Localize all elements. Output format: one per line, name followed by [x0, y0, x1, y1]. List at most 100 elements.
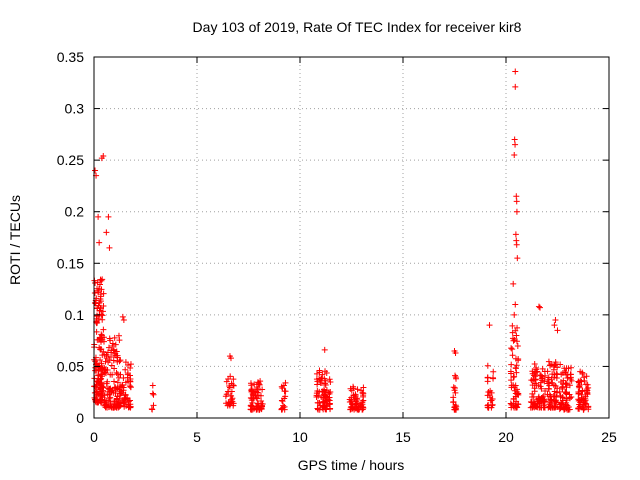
data-point: [119, 389, 126, 396]
data-point: [509, 322, 516, 329]
data-point: [557, 361, 564, 368]
data-point: [257, 392, 264, 399]
data-point: [452, 350, 459, 357]
data-point: [98, 331, 105, 338]
x-tick-label: 5: [193, 429, 201, 445]
y-tick-label: 0.25: [57, 152, 84, 168]
plot-frame: [93, 56, 610, 419]
data-point: [92, 167, 99, 174]
data-point: [127, 365, 134, 372]
data-point: [563, 402, 570, 409]
data-point: [116, 358, 123, 365]
data-point: [97, 384, 104, 391]
data-point: [251, 405, 258, 412]
data-point: [508, 370, 515, 377]
data-point: [326, 390, 333, 397]
data-point: [108, 362, 115, 369]
data-point: [225, 375, 232, 382]
data-point: [538, 397, 545, 404]
data-point: [529, 382, 536, 389]
data-point: [513, 241, 520, 248]
data-point: [120, 374, 127, 381]
data-point: [94, 399, 101, 406]
y-tick-label: 0.1: [65, 307, 85, 323]
data-point: [509, 335, 516, 342]
data-point: [104, 391, 111, 398]
data-point: [107, 394, 114, 401]
data-point: [486, 392, 493, 399]
chart-title: Day 103 of 2019, Rate Of TEC Index for r…: [193, 19, 522, 35]
data-point: [99, 276, 106, 283]
y-tick-label: 0.05: [57, 358, 84, 374]
x-tick-label: 25: [601, 429, 617, 445]
data-point: [544, 368, 551, 375]
data-point: [119, 313, 126, 320]
data-point: [280, 382, 287, 389]
data-point: [255, 400, 262, 407]
data-point: [106, 395, 113, 402]
y-tick-label: 0: [76, 410, 84, 426]
data-point: [452, 384, 459, 391]
data-point: [358, 402, 365, 409]
data-point: [113, 385, 120, 392]
data-point: [513, 332, 520, 339]
data-point: [485, 401, 492, 408]
data-point: [486, 322, 493, 329]
data-point: [484, 402, 491, 409]
data-point: [557, 378, 564, 385]
data-point: [509, 346, 516, 353]
data-point: [534, 368, 541, 375]
data-point: [282, 393, 289, 400]
data-point: [359, 399, 366, 406]
data-point: [110, 346, 117, 353]
data-point: [104, 402, 111, 409]
data-point: [490, 374, 497, 381]
data-point: [97, 346, 104, 353]
data-point: [98, 391, 105, 398]
data-point: [314, 399, 321, 406]
data-point: [529, 403, 536, 410]
data-point: [484, 362, 491, 369]
data-point: [514, 343, 521, 350]
data-point: [120, 317, 127, 324]
y-tick-label: 0.15: [57, 255, 84, 271]
data-point: [321, 380, 328, 387]
data-point: [98, 373, 105, 380]
data-point: [101, 392, 108, 399]
data-point: [567, 371, 574, 378]
x-tick-label: 10: [292, 429, 308, 445]
data-point: [556, 388, 563, 395]
data-point: [98, 155, 105, 162]
data-point: [564, 374, 571, 381]
data-point: [259, 403, 266, 410]
data-point: [513, 208, 520, 215]
data-point: [98, 286, 105, 293]
data-point: [514, 255, 521, 262]
data-point: [563, 390, 570, 397]
data-point: [546, 391, 553, 398]
grid-layer: [94, 57, 609, 418]
data-point: [325, 389, 332, 396]
data-point: [513, 369, 520, 376]
data-point: [230, 376, 237, 383]
data-point: [94, 285, 101, 292]
data-point: [552, 398, 559, 405]
data-point: [279, 398, 286, 405]
data-point: [535, 303, 542, 310]
data-point: [315, 406, 322, 413]
data-point: [248, 387, 255, 394]
data-point: [562, 380, 569, 387]
data-point: [450, 394, 457, 401]
data-point: [512, 404, 519, 411]
data-point: [582, 393, 589, 400]
data-point: [531, 388, 538, 395]
data-point: [322, 368, 329, 375]
data-point: [452, 405, 459, 412]
data-point: [98, 277, 105, 284]
data-point: [512, 364, 519, 371]
data-point: [279, 385, 286, 392]
data-point: [226, 383, 233, 390]
data-point: [530, 393, 537, 400]
data-point: [102, 358, 109, 365]
